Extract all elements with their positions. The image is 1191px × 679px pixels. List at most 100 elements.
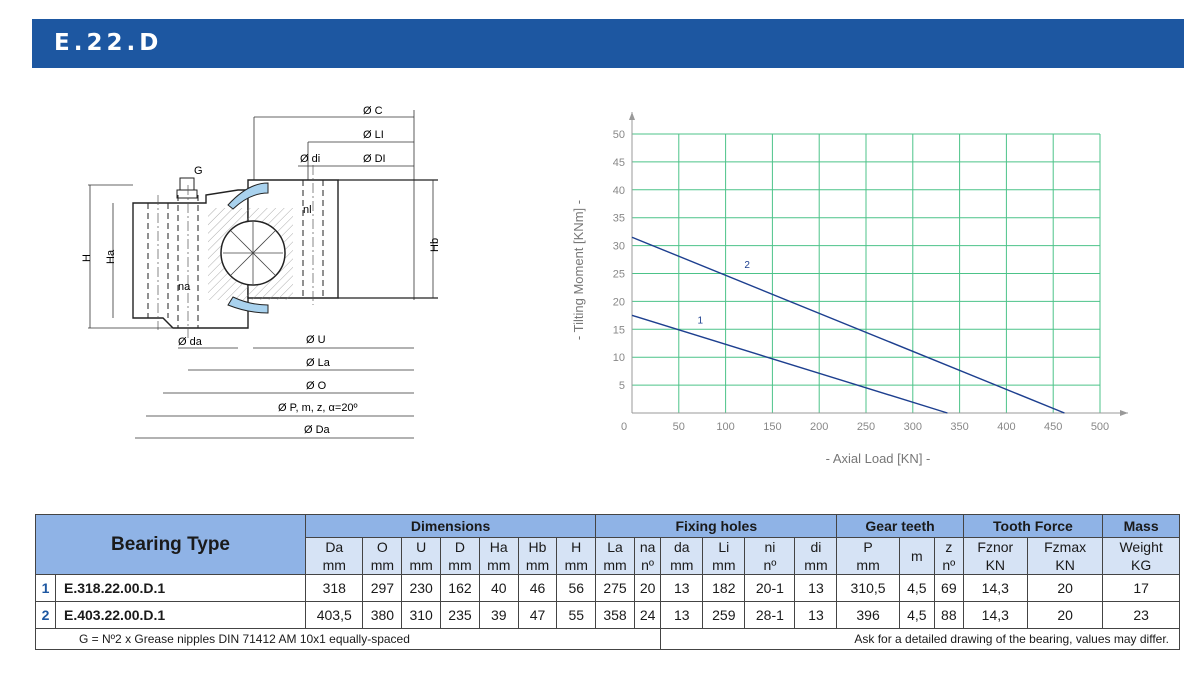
table-cell: 20-1 [744, 574, 796, 602]
footnote-right: Ask for a detailed drawing of the bearin… [660, 628, 1180, 650]
dim-na-label: na [178, 281, 191, 293]
table-cell: 358 [595, 601, 635, 629]
y-tick-label: 30 [613, 241, 625, 253]
series-label-1: 1 [698, 316, 704, 327]
column-name: Weight [1119, 539, 1163, 555]
group-header: Tooth Force [962, 514, 1104, 538]
table-cell: 14,3 [962, 574, 1028, 602]
column-name: Li [718, 539, 730, 555]
column-name: z [945, 539, 953, 555]
column-unit: nº [641, 557, 655, 573]
dim-h-label: H [81, 254, 93, 262]
table-cell: 20 [1026, 601, 1104, 629]
chart-lines: 12 [631, 236, 1065, 414]
column-header: da mm [660, 537, 704, 575]
column-header: Fznor KN [962, 537, 1028, 575]
dim-li-label: Ø LI [363, 129, 384, 141]
dim-u-label: Ø U [306, 334, 326, 346]
x-tick-label: 250 [857, 421, 875, 433]
table-cell: 13 [660, 574, 704, 602]
table-cell: 24 [633, 601, 662, 629]
y-tick-label: 5 [619, 380, 625, 392]
dim-nl-label: nl [303, 204, 312, 216]
column-name: Fznor [977, 539, 1014, 555]
table-cell: 235 [440, 601, 480, 629]
table-cell: 275 [595, 574, 635, 602]
column-unit: nº [942, 557, 956, 573]
column-unit: KN [985, 557, 1006, 573]
table-cell: 297 [362, 574, 403, 602]
column-unit: mm [564, 557, 588, 573]
column-name: na [639, 539, 656, 555]
column-unit: mm [409, 557, 433, 573]
dim-o-label: Ø O [306, 380, 327, 392]
table-cell: 259 [702, 601, 746, 629]
series-line-2 [631, 236, 1065, 414]
table-cell: 396 [836, 601, 900, 629]
dim-di-cap-label: Ø DI [363, 153, 386, 165]
table-cell: 17 [1102, 574, 1180, 602]
x-tick-label: 200 [810, 421, 828, 433]
table-row: 2 E.403.22.00.D.1 403,5 380 310 235 39 47 55 358 2… [35, 601, 1180, 629]
chart-grid [632, 133, 1101, 413]
y-tick-label: 25 [613, 269, 625, 281]
table-cell: 13 [794, 574, 838, 602]
group-header: Gear teeth [836, 514, 964, 538]
column-name: U [416, 539, 427, 555]
table-cell: 88 [934, 601, 964, 629]
y-tick-label: 10 [613, 352, 625, 364]
column-name: di [810, 539, 822, 555]
column-name: Fzmax [1044, 539, 1087, 555]
table-cell: 230 [401, 574, 442, 602]
x-tick-label: 50 [673, 421, 685, 433]
column-header: Fzmax KN [1026, 537, 1104, 575]
chart-y-label: - Tilting Moment [KNm] - [571, 200, 586, 340]
table-cell: 14,3 [962, 601, 1028, 629]
table-cell: 55 [556, 601, 597, 629]
column-header: z nº [934, 537, 964, 575]
column-name: Hb [528, 539, 547, 555]
series-label-2: 2 [744, 260, 750, 271]
column-header: na nº [633, 537, 662, 575]
header-bar: E.22.D [32, 19, 1184, 68]
table-cell: 39 [478, 601, 519, 629]
y-tick-label: 50 [613, 129, 625, 141]
dim-ha-label: Ha [105, 249, 117, 264]
table-cell: 162 [440, 574, 480, 602]
row-index: 1 [35, 574, 56, 602]
column-unit: mm [670, 557, 694, 573]
y-tick-label: 15 [613, 324, 625, 336]
column-unit: mm [603, 557, 627, 573]
row-index: 2 [35, 601, 56, 629]
column-header: Hb mm [517, 537, 558, 575]
column-name: Ha [489, 539, 508, 555]
x-tick-label: 450 [1044, 421, 1062, 433]
x-tick-label: 0 [621, 421, 627, 433]
group-header: Dimensions [305, 514, 597, 538]
y-tick-label: 40 [613, 185, 625, 197]
column-header: Ha mm [478, 537, 519, 575]
group-header: Mass [1102, 514, 1180, 538]
dim-p-label: Ø P, m, z, α=20º [278, 402, 358, 414]
table-cell: 310 [401, 601, 442, 629]
bearing-cross-section-drawing: Ø C Ø LI Ø DI Ø di G [81, 105, 438, 439]
x-tick-label: 300 [904, 421, 922, 433]
dim-c-label: Ø C [363, 105, 383, 117]
table-cell: 28-1 [744, 601, 796, 629]
column-unit: mm [712, 557, 736, 573]
x-tick-label: 500 [1091, 421, 1109, 433]
chart-y-ticks: 5 10 15 20 25 30 35 40 45 50 [613, 129, 625, 392]
table-cell: 403,5 [305, 601, 364, 629]
table-row: 1 E.318.22.00.D.1 318 297 230 162 40 46 56 275 20 1… [35, 574, 1180, 602]
table-cell: 69 [934, 574, 964, 602]
x-tick-label: 400 [997, 421, 1015, 433]
column-unit: mm [448, 557, 472, 573]
column-header: Da mm [305, 537, 364, 575]
column-unit: mm [487, 557, 511, 573]
column-header: m [898, 537, 936, 575]
